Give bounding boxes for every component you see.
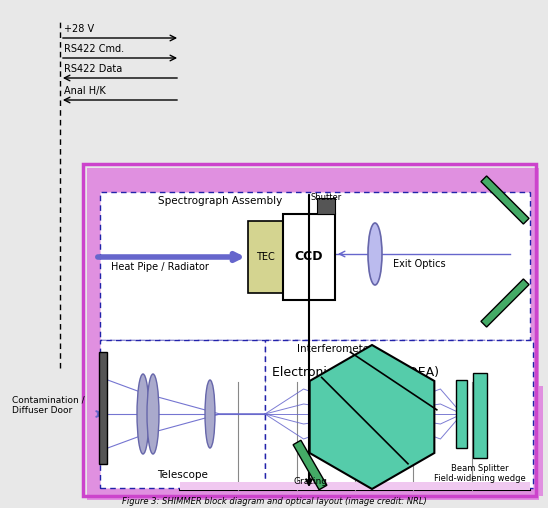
Ellipse shape	[147, 374, 159, 454]
Bar	[180, 482, 530, 490]
Text: Electronics (SECA & SDEA): Electronics (SECA & SDEA)	[271, 366, 438, 379]
Ellipse shape	[137, 374, 149, 454]
Bar	[473, 373, 487, 458]
Text: RS422 Data: RS422 Data	[64, 64, 122, 74]
Bar	[99, 352, 107, 464]
Ellipse shape	[205, 380, 215, 448]
Polygon shape	[310, 345, 435, 489]
Text: Figure 3: SHIMMER block diagram and optical layout (image credit: NRL): Figure 3: SHIMMER block diagram and opti…	[122, 497, 426, 506]
Bar	[180, 382, 530, 490]
Text: Heat Pipe / Radiator: Heat Pipe / Radiator	[111, 262, 209, 272]
Polygon shape	[481, 279, 529, 327]
Text: Spectrograph Assembly: Spectrograph Assembly	[158, 196, 282, 206]
Bar	[248, 221, 283, 293]
Text: Shutter: Shutter	[310, 193, 341, 202]
Bar	[265, 340, 533, 488]
Text: RS422 Cmd.: RS422 Cmd.	[64, 44, 124, 54]
Bar	[283, 214, 335, 300]
Text: Beam Splitter: Beam Splitter	[451, 464, 509, 473]
Text: Exit Optics: Exit Optics	[393, 259, 446, 269]
Bar	[187, 386, 543, 496]
Ellipse shape	[368, 223, 382, 285]
Text: Contamination /
Diffuser Door: Contamination / Diffuser Door	[12, 395, 84, 415]
Bar	[456, 380, 467, 448]
Bar	[83, 164, 536, 496]
Bar	[317, 198, 335, 214]
Bar	[100, 192, 530, 340]
Text: TEC: TEC	[256, 252, 275, 262]
Polygon shape	[293, 440, 327, 490]
Bar	[87, 168, 539, 500]
Text: Interferometer: Interferometer	[297, 344, 373, 354]
Text: Anal H/K: Anal H/K	[64, 86, 106, 96]
Text: CCD: CCD	[295, 250, 323, 264]
Text: Grating: Grating	[293, 477, 327, 486]
Text: Telescope: Telescope	[157, 470, 208, 480]
Text: +28 V: +28 V	[64, 24, 94, 34]
Bar	[100, 340, 265, 488]
Polygon shape	[481, 176, 529, 224]
Text: Field-widening wedge: Field-widening wedge	[434, 474, 526, 483]
